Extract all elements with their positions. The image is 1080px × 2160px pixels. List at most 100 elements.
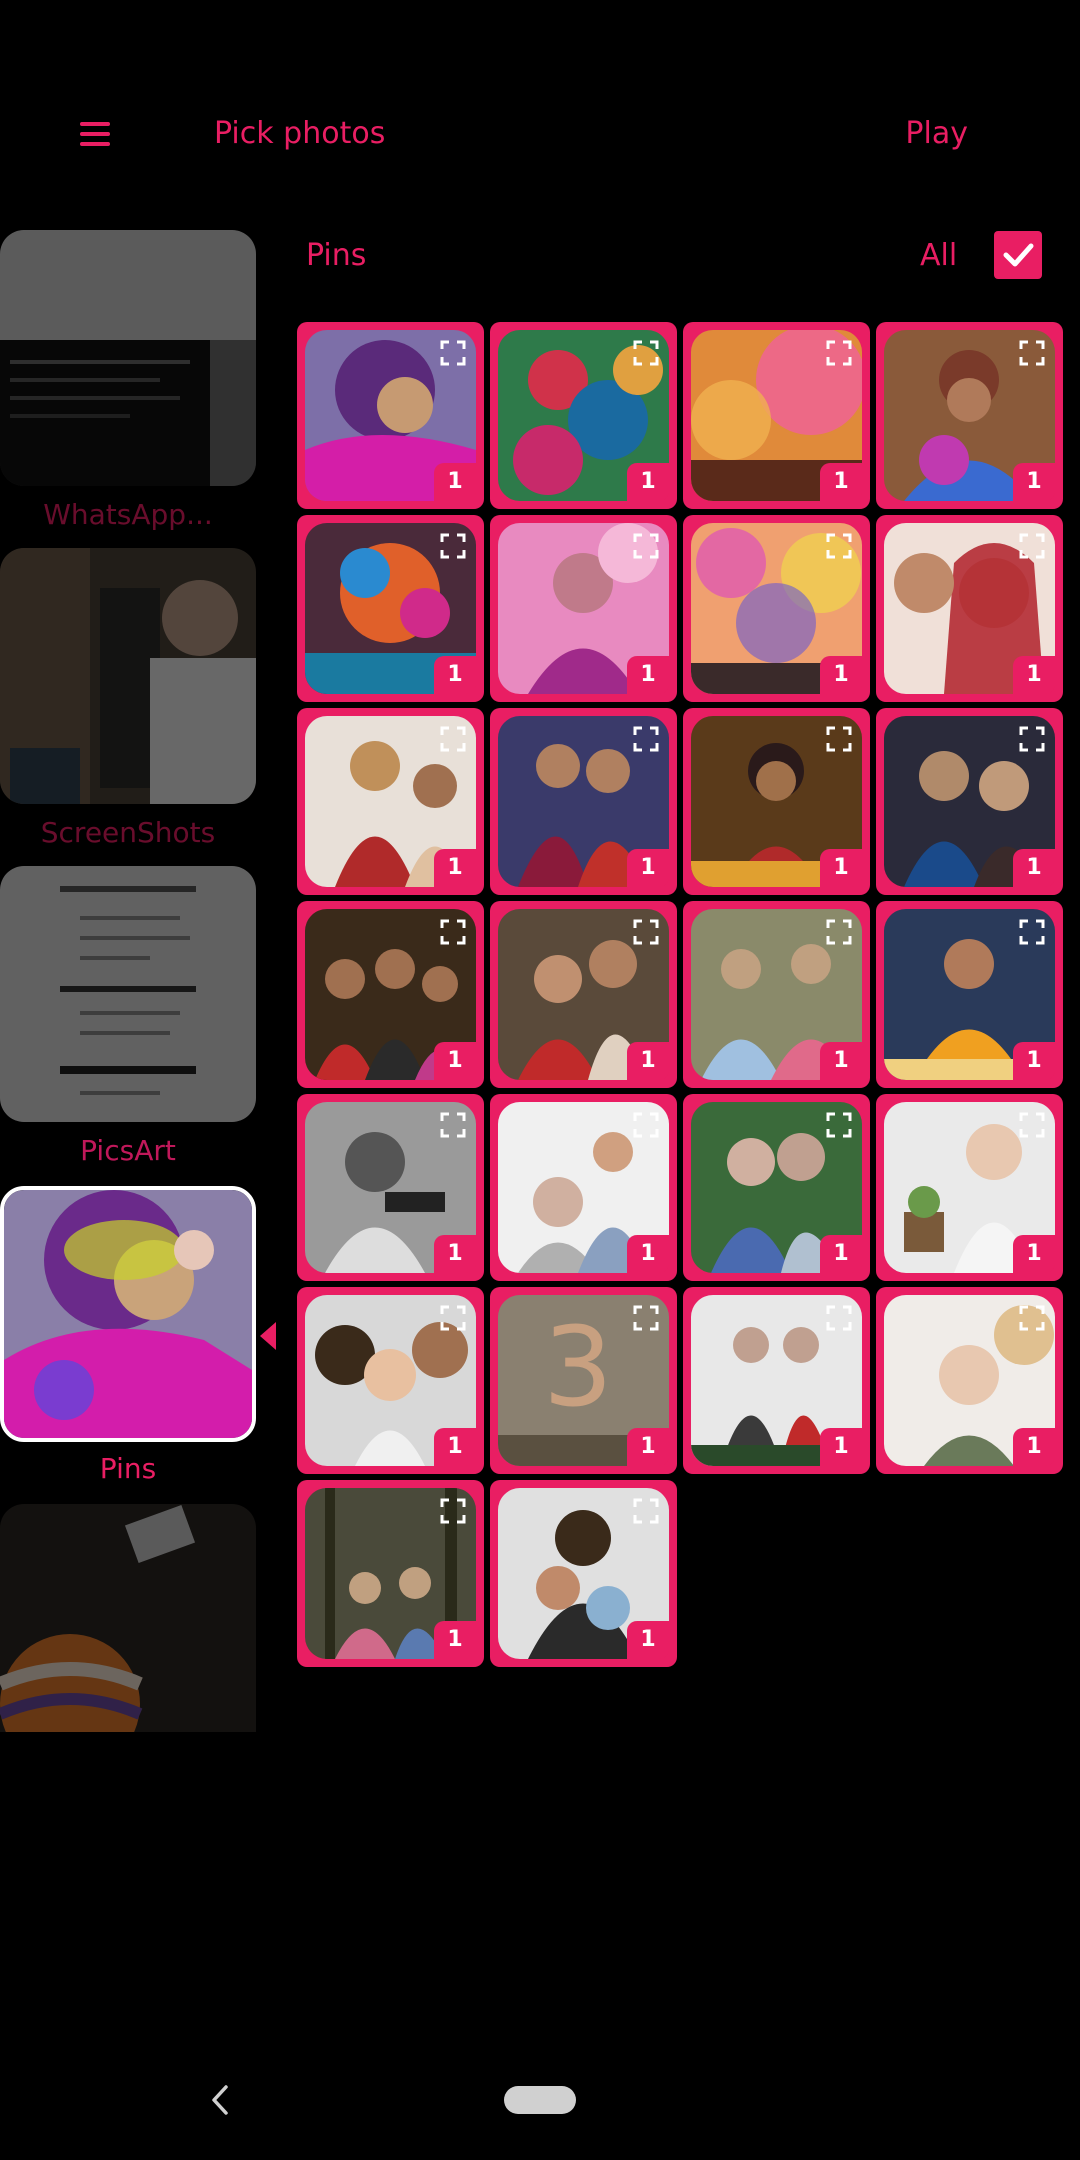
- select-all-checkbox[interactable]: [994, 231, 1042, 279]
- photo-tile[interactable]: 1: [876, 708, 1063, 895]
- photo-thumbnail: [498, 1102, 669, 1273]
- count-badge: 1: [627, 1235, 669, 1273]
- expand-icon[interactable]: [1019, 1112, 1045, 1138]
- expand-icon[interactable]: [440, 1112, 466, 1138]
- expand-icon[interactable]: [440, 919, 466, 945]
- count-badge: 1: [1013, 1235, 1055, 1273]
- expand-icon[interactable]: [1019, 340, 1045, 366]
- photo-tile[interactable]: 1: [490, 515, 677, 702]
- photo-tile[interactable]: 1: [876, 1094, 1063, 1281]
- count-badge: 1: [820, 849, 862, 887]
- count-badge: 1: [820, 1428, 862, 1466]
- page-title: Pick photos: [214, 116, 386, 151]
- photo-tile[interactable]: 1: [876, 515, 1063, 702]
- count-badge: 1: [434, 656, 476, 694]
- count-badge: 1: [434, 1235, 476, 1273]
- photo-tile[interactable]: 1: [683, 1287, 870, 1474]
- count-badge: 1: [434, 1621, 476, 1659]
- photo-tile[interactable]: 1: [490, 1094, 677, 1281]
- expand-icon[interactable]: [1019, 1305, 1045, 1331]
- album-thumb-whatsapp[interactable]: [0, 230, 256, 486]
- expand-icon[interactable]: [633, 340, 659, 366]
- count-badge: 1: [627, 656, 669, 694]
- photo-tile[interactable]: 1: [683, 708, 870, 895]
- photo-thumbnail: [305, 909, 476, 1080]
- expand-icon[interactable]: [633, 919, 659, 945]
- photo-tile[interactable]: 1: [490, 708, 677, 895]
- expand-icon[interactable]: [633, 1112, 659, 1138]
- album-label-picsart: PicsArt: [80, 1134, 176, 1167]
- hamburger-menu-icon[interactable]: [80, 112, 124, 156]
- photo-thumbnail: [884, 1295, 1055, 1466]
- photo-tile[interactable]: 1: [876, 1287, 1063, 1474]
- expand-icon[interactable]: [633, 533, 659, 559]
- count-badge: 1: [627, 463, 669, 501]
- expand-icon[interactable]: [826, 340, 852, 366]
- photo-tile[interactable]: 1: [490, 322, 677, 509]
- expand-icon[interactable]: [440, 726, 466, 752]
- expand-icon[interactable]: [826, 919, 852, 945]
- photo-tile[interactable]: 1: [490, 901, 677, 1088]
- album-thumb-other[interactable]: [0, 1504, 256, 1732]
- photo-tile[interactable]: 1: [297, 1094, 484, 1281]
- photo-thumbnail: [691, 523, 862, 694]
- count-badge: 1: [1013, 849, 1055, 887]
- photo-tile[interactable]: 1: [683, 322, 870, 509]
- expand-icon[interactable]: [1019, 533, 1045, 559]
- count-badge: 1: [434, 849, 476, 887]
- count-badge: 1: [1013, 656, 1055, 694]
- selected-album-caret-icon: [260, 1322, 276, 1350]
- play-button[interactable]: Play: [905, 116, 968, 151]
- expand-icon[interactable]: [440, 340, 466, 366]
- select-all-label: All: [920, 238, 958, 273]
- expand-icon[interactable]: [826, 1305, 852, 1331]
- photo-tile[interactable]: 1: [683, 1094, 870, 1281]
- photo-tile[interactable]: 1: [297, 1480, 484, 1667]
- photo-tile[interactable]: 1: [490, 1480, 677, 1667]
- count-badge: 1: [820, 1235, 862, 1273]
- expand-icon[interactable]: [1019, 919, 1045, 945]
- album-thumb-pins[interactable]: [0, 1186, 256, 1442]
- photo-thumbnail: [498, 716, 669, 887]
- photo-tile[interactable]: 1: [297, 901, 484, 1088]
- expand-icon[interactable]: [826, 533, 852, 559]
- photo-thumbnail: [498, 330, 669, 501]
- expand-icon[interactable]: [440, 1498, 466, 1524]
- photo-tile[interactable]: 1: [297, 708, 484, 895]
- expand-icon[interactable]: [633, 1305, 659, 1331]
- expand-icon[interactable]: [826, 1112, 852, 1138]
- photo-tile[interactable]: 1: [683, 515, 870, 702]
- count-badge: 1: [627, 849, 669, 887]
- photo-tile[interactable]: 1: [297, 515, 484, 702]
- home-nav-pill[interactable]: [504, 2086, 576, 2114]
- expand-icon[interactable]: [440, 533, 466, 559]
- album-thumb-picsart[interactable]: [0, 866, 256, 1122]
- section-title: Pins: [306, 238, 367, 273]
- album-label-pins: Pins: [99, 1452, 157, 1485]
- photo-tile[interactable]: 1: [683, 901, 870, 1088]
- photo-grid: 1 1 1 1 1: [297, 322, 1067, 1667]
- expand-icon[interactable]: [440, 1305, 466, 1331]
- expand-icon[interactable]: [826, 726, 852, 752]
- count-badge: 1: [820, 463, 862, 501]
- photo-tile[interactable]: 1: [297, 322, 484, 509]
- count-badge: 1: [627, 1428, 669, 1466]
- count-badge: 1: [434, 463, 476, 501]
- expand-icon[interactable]: [1019, 726, 1045, 752]
- count-badge: 1: [820, 656, 862, 694]
- photo-tile[interactable]: 1: [297, 1287, 484, 1474]
- count-badge: 1: [434, 1428, 476, 1466]
- count-badge: 1: [820, 1042, 862, 1080]
- expand-icon[interactable]: [633, 1498, 659, 1524]
- photo-tile[interactable]: 1: [876, 901, 1063, 1088]
- album-label-whatsapp: WhatsApp...: [43, 498, 213, 531]
- album-thumb-screenshots[interactable]: [0, 548, 256, 804]
- photo-tile[interactable]: 1: [876, 322, 1063, 509]
- back-nav-icon[interactable]: [206, 2083, 234, 2117]
- count-badge: 1: [434, 1042, 476, 1080]
- count-badge: 1: [1013, 463, 1055, 501]
- photo-tile[interactable]: 3 1: [490, 1287, 677, 1474]
- svg-text:3: 3: [543, 1303, 613, 1431]
- expand-icon[interactable]: [633, 726, 659, 752]
